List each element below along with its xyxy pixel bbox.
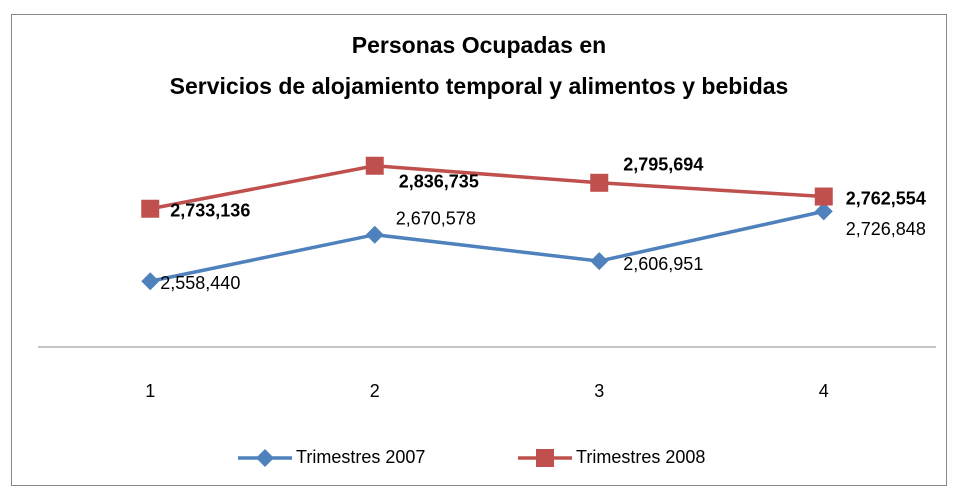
x-tick-label: 1	[145, 381, 155, 401]
data-label: 2,795,694	[623, 155, 703, 175]
chart-title: Servicios de alojamiento temporal y alim…	[170, 73, 789, 99]
marker	[590, 173, 609, 192]
data-label: 2,733,136	[170, 200, 250, 220]
x-tick-label: 4	[819, 381, 829, 401]
x-tick-label: 2	[370, 381, 380, 401]
legend-label: Trimestres 2007	[296, 447, 425, 467]
data-label: 2,558,440	[160, 273, 240, 293]
data-label: 2,606,951	[623, 254, 703, 274]
data-label: 2,836,735	[399, 172, 479, 192]
marker	[590, 252, 609, 271]
chart-frame	[11, 14, 947, 486]
line	[149, 209, 825, 283]
chart-title: Personas Ocupadas en	[352, 32, 606, 58]
marker	[814, 187, 833, 206]
marker	[536, 449, 554, 467]
line	[149, 163, 824, 211]
data-label: 2,670,578	[396, 208, 476, 228]
marker	[814, 202, 833, 221]
marker	[365, 156, 384, 175]
data-label: 2,762,554	[846, 188, 926, 208]
marker	[141, 272, 160, 291]
data-label: 2,726,848	[846, 219, 926, 239]
marker	[141, 199, 160, 218]
x-tick-label: 3	[594, 381, 604, 401]
legend-label: Trimestres 2008	[576, 447, 705, 467]
marker	[256, 449, 274, 467]
marker	[365, 225, 384, 244]
